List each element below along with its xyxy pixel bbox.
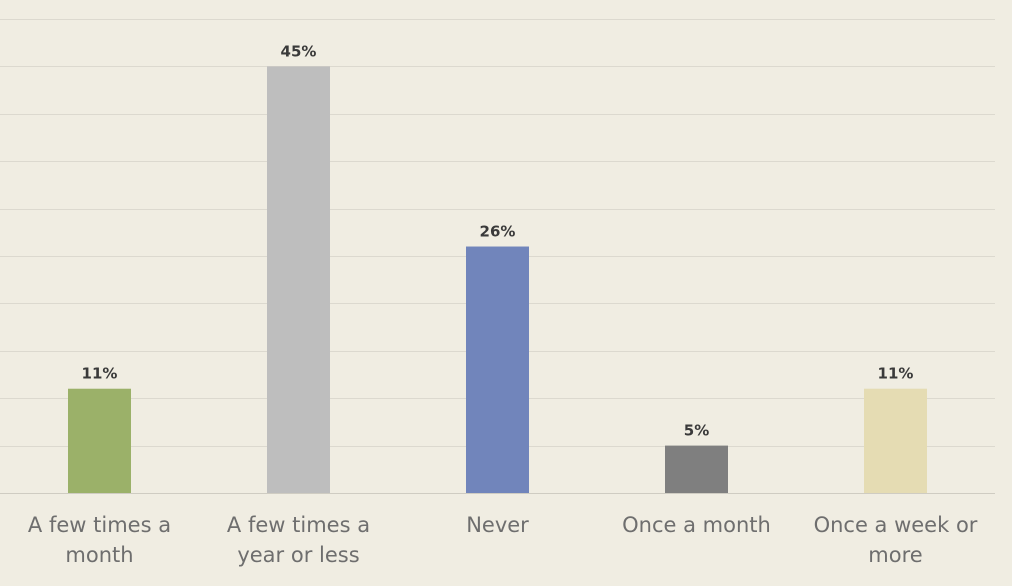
data-label: 11% xyxy=(82,365,118,383)
bar xyxy=(665,445,728,493)
bars xyxy=(68,66,927,494)
data-label: 45% xyxy=(281,42,317,60)
category-label: A few times a year or less xyxy=(227,513,370,567)
bar xyxy=(68,388,131,493)
bar xyxy=(466,246,529,493)
category-label: Once a week or more xyxy=(814,513,978,567)
category-label: Never xyxy=(466,513,529,537)
data-label: 11% xyxy=(878,365,914,383)
bar xyxy=(864,388,927,493)
category-labels: A few times a month A few times a year or l… xyxy=(28,513,978,567)
data-label: 5% xyxy=(684,422,709,440)
bar xyxy=(267,66,330,494)
category-label: Once a month xyxy=(622,513,771,537)
data-labels: 11% 45% 26% 5% 11% xyxy=(82,42,914,439)
category-label: A few times a month xyxy=(28,513,171,567)
data-label: 26% xyxy=(480,223,516,241)
